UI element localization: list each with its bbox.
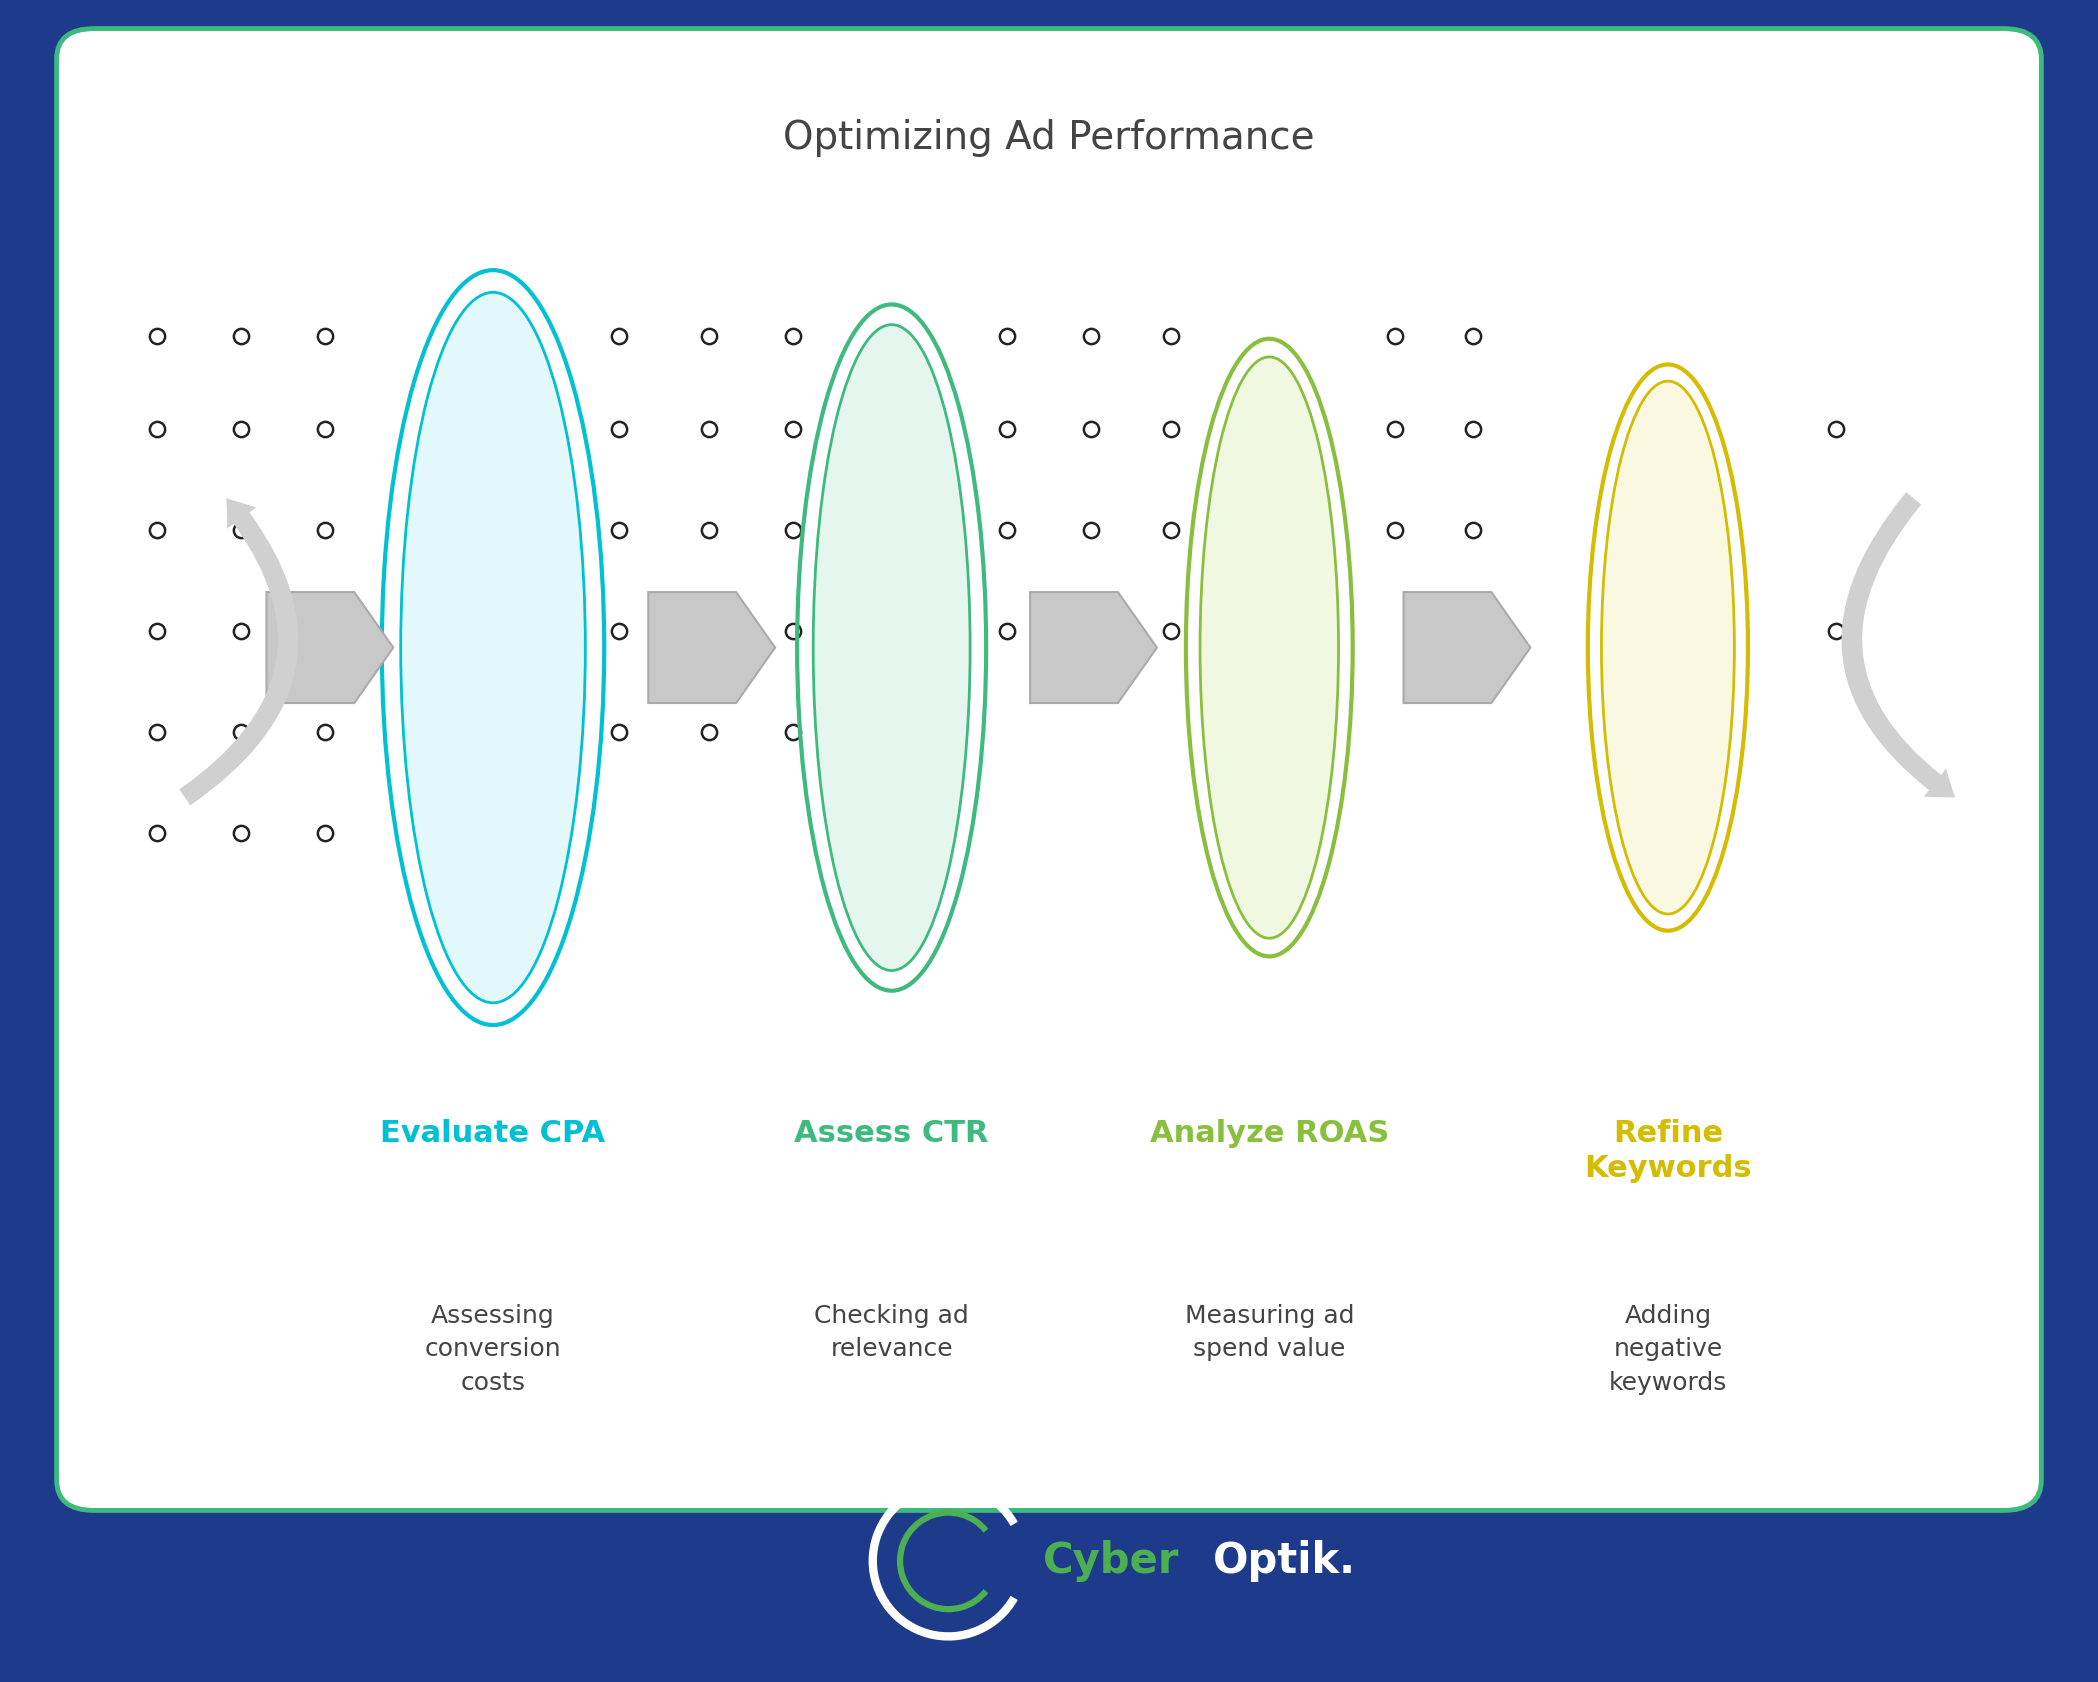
Text: Assessing
conversion
costs: Assessing conversion costs xyxy=(424,1304,562,1394)
Text: Analyze ROAS: Analyze ROAS xyxy=(1150,1119,1389,1147)
Text: Cyber: Cyber xyxy=(1043,1541,1179,1581)
FancyBboxPatch shape xyxy=(57,29,2041,1510)
Text: Assess CTR: Assess CTR xyxy=(795,1119,988,1147)
Text: Refine
Keywords: Refine Keywords xyxy=(1584,1119,1752,1184)
Polygon shape xyxy=(648,592,774,703)
Polygon shape xyxy=(266,592,392,703)
Polygon shape xyxy=(1404,592,1529,703)
Polygon shape xyxy=(1030,592,1156,703)
Text: Checking ad
relevance: Checking ad relevance xyxy=(814,1304,969,1361)
Text: Optimizing Ad Performance: Optimizing Ad Performance xyxy=(783,119,1315,156)
Ellipse shape xyxy=(1200,357,1339,939)
Ellipse shape xyxy=(1601,382,1735,913)
FancyArrowPatch shape xyxy=(1842,493,1955,797)
Text: Adding
negative
keywords: Adding negative keywords xyxy=(1609,1304,1727,1394)
Ellipse shape xyxy=(814,325,969,971)
Text: Measuring ad
spend value: Measuring ad spend value xyxy=(1185,1304,1353,1361)
Text: Optik.: Optik. xyxy=(1213,1541,1355,1581)
FancyArrowPatch shape xyxy=(178,498,298,806)
Text: Evaluate CPA: Evaluate CPA xyxy=(380,1119,606,1147)
Ellipse shape xyxy=(401,293,585,1002)
